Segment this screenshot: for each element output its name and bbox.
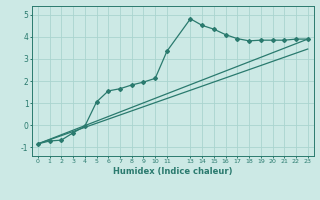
X-axis label: Humidex (Indice chaleur): Humidex (Indice chaleur) [113,167,233,176]
